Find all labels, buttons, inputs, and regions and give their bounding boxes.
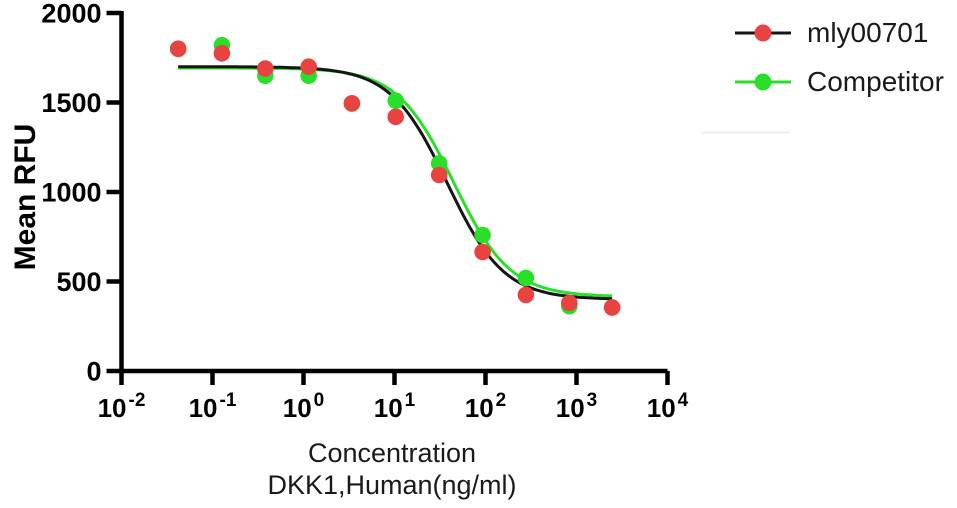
- x-tick-label: 10 1: [374, 390, 416, 423]
- y-tick-label: 2000: [41, 0, 101, 29]
- y-tick-label: 500: [56, 267, 101, 297]
- data-point-mly00701: [213, 45, 231, 62]
- legend-label-mly00701: mly00701: [807, 17, 929, 48]
- legend-item-competitor: Competitor: [735, 61, 944, 103]
- legend-marker-mly00701: [735, 23, 791, 43]
- x-axis-title-line2: DKK1,Human(ng/ml): [267, 470, 517, 501]
- data-point-mly00701: [517, 286, 535, 304]
- x-tick-label: 10 -1: [189, 390, 237, 423]
- legend-dot-icon: [754, 73, 772, 91]
- legend-marker-competitor: [735, 72, 791, 92]
- data-point-mly00701: [300, 58, 318, 75]
- data-point-mly00701: [257, 60, 274, 77]
- legend-label-competitor: Competitor: [807, 66, 944, 97]
- data-point-mly00701: [561, 294, 578, 312]
- x-tick-label: 10 4: [647, 390, 689, 423]
- data-point-mly00701: [603, 299, 621, 316]
- data-point-mly00701: [474, 243, 491, 261]
- y-tick-label: 1000: [41, 178, 101, 208]
- y-axis-title: Mean RFU: [9, 123, 42, 271]
- x-axis-title-line1: Concentration: [307, 438, 477, 468]
- data-point-mly00701: [430, 166, 448, 184]
- y-tick-label: 0: [86, 357, 101, 387]
- data-point-Competitor: [474, 226, 491, 244]
- data-point-mly00701: [343, 95, 361, 112]
- data-point-mly00701: [387, 108, 405, 126]
- x-tick-label: 10 -2: [98, 390, 146, 423]
- data-point-mly00701: [169, 40, 187, 58]
- legend-item-mly00701: mly00701: [735, 12, 944, 54]
- y-tick-label: 1500: [41, 88, 101, 118]
- data-point-Competitor: [387, 92, 405, 109]
- data-point-Competitor: [430, 155, 448, 172]
- legend: mly00701 Competitor: [735, 12, 944, 103]
- legend-dot-icon: [754, 24, 772, 42]
- faint-artifact-line: [702, 131, 790, 134]
- x-axis-title: Concentration DKK1,Human(ng/ml): [267, 437, 516, 502]
- data-point-Competitor: [517, 269, 535, 287]
- x-tick-label: 10 2: [465, 390, 507, 423]
- x-tick-label: 10 3: [556, 390, 598, 423]
- x-tick-label: 10 0: [283, 390, 325, 423]
